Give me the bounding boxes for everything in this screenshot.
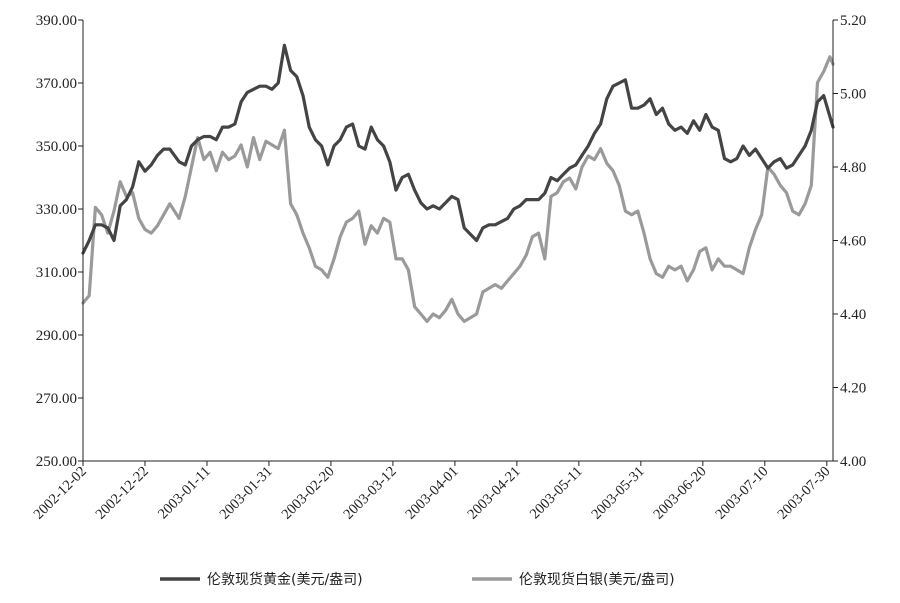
series-line-gold [81,43,835,255]
x-tick-label: 2003-01-11 [155,464,214,523]
legend: 伦敦现货黄金(美元/盎司) 伦敦现货白银(美元/盎司) [160,571,675,588]
right-tick-label: 4.80 [840,160,866,176]
right-tick-label: 4.20 [840,381,866,397]
x-tick-label: 2003-03-12 [341,464,400,523]
right-tick-label: 4.00 [840,454,866,470]
x-tick-label: 2003-05-31 [589,464,648,523]
x-tick-label: 2003-06-20 [650,464,709,523]
right-tick-label: 4.40 [840,307,866,323]
x-tick-label: 2003-01-31 [217,464,276,523]
legend-label-gold: 伦敦现货黄金(美元/盎司) [207,571,363,588]
x-tick-label: 2002-12-02 [31,464,90,523]
left-tick-label: 290.00 [36,328,77,344]
right-y-axis: 4.00 4.20 4.40 4.60 4.80 5.00 5.20 [833,13,866,470]
series-line-silver [81,55,835,323]
x-tick-label: 2002-12-22 [93,464,152,523]
left-tick-label: 330.00 [36,202,77,218]
right-tick-label: 5.00 [840,87,866,103]
legend-label-silver: 伦敦现货白银(美元/盎司) [519,571,675,588]
left-y-axis: 250.00 270.00 290.00 310.00 330.00 350.00 370.… [36,13,83,470]
x-axis: 2002-12-02 2002-12-22 2003-01-11 2003-01-31… [31,461,834,523]
x-tick-label: 2003-05-11 [527,464,586,523]
left-tick-label: 370.00 [36,76,77,92]
right-tick-label: 4.60 [840,234,866,250]
plot-area [81,43,835,323]
x-tick-label: 2003-07-10 [712,464,771,523]
x-tick-label: 2003-04-21 [465,464,524,523]
right-tick-label: 5.20 [840,13,866,29]
x-tick-label: 2003-07-30 [774,464,833,523]
left-tick-label: 390.00 [36,13,77,29]
left-tick-label: 350.00 [36,139,77,155]
left-tick-label: 310.00 [36,265,77,281]
x-tick-label: 2003-02-20 [279,464,338,523]
left-tick-label: 270.00 [36,391,77,407]
left-tick-label: 250.00 [36,454,77,470]
x-tick-label: 2003-04-01 [403,464,462,523]
